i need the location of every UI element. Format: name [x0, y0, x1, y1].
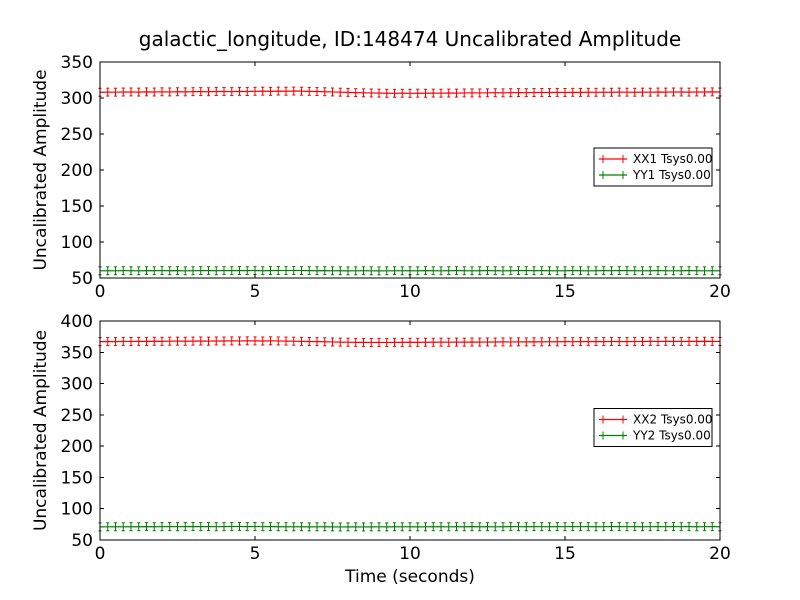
x-tick-label: 20 [709, 544, 731, 564]
y-axis-label: Uncalibrated Amplitude [31, 330, 51, 531]
subplot-1: 0 5 10 15 20 50 100 150 200 250 300 350 Uncalibrated… [31, 53, 731, 302]
x-tick-label: 0 [95, 282, 106, 302]
x-tick-label: 15 [554, 282, 576, 302]
x-tick-label: 20 [709, 282, 731, 302]
legend-label: YY1 Tsys0.00 [632, 168, 711, 182]
series-XX2 [98, 336, 722, 347]
y-tick-label: 350 [61, 343, 93, 363]
y-tick-label: 150 [61, 197, 93, 217]
y-tick-label: 250 [61, 125, 93, 145]
x-tick-label: 15 [554, 544, 576, 564]
legend: XX1 Tsys0.00 YY1 Tsys0.00 [593, 147, 713, 187]
series-XX1 [98, 86, 722, 98]
legend-box [593, 147, 713, 187]
y-tick-label: 300 [61, 375, 93, 395]
legend-label: XX1 Tsys0.00 [633, 152, 713, 166]
x-tick-label: 0 [95, 544, 106, 564]
legend: XX2 Tsys0.00 YY2 Tsys0.00 [593, 408, 713, 447]
x-tick-label: 10 [399, 282, 421, 302]
y-tick-label: 200 [61, 161, 93, 181]
y-tick-label: 150 [61, 468, 93, 488]
series-YY1 [98, 265, 722, 276]
legend-label: YY2 Tsys0.00 [632, 429, 711, 443]
y-tick-label: 100 [61, 233, 93, 253]
y-tick-label: 400 [61, 312, 93, 332]
y-tick-label: 100 [61, 500, 93, 520]
legend-label: XX2 Tsys0.00 [633, 413, 713, 427]
y-tick-label: 50 [71, 269, 93, 289]
x-tick-label: 10 [399, 544, 421, 564]
y-tick-label: 300 [61, 89, 93, 109]
figure-title: galactic_longitude, ID:148474 Uncalibrat… [138, 27, 682, 51]
y-tick-label: 350 [61, 53, 93, 73]
subplot-2: 0 5 10 15 20 50 100 150 200 250 300 350 400 Uncalibra… [31, 312, 731, 587]
y-tick-label: 250 [61, 406, 93, 426]
x-tick-label: 5 [250, 282, 261, 302]
y-axis-label: Uncalibrated Amplitude [31, 69, 51, 270]
x-tick-label: 5 [250, 544, 261, 564]
series-YY2 [98, 521, 722, 532]
legend-box [593, 408, 713, 447]
y-tick-label: 50 [71, 531, 93, 551]
y-tick-label: 200 [61, 437, 93, 457]
x-axis-label: Time (seconds) [344, 567, 475, 587]
